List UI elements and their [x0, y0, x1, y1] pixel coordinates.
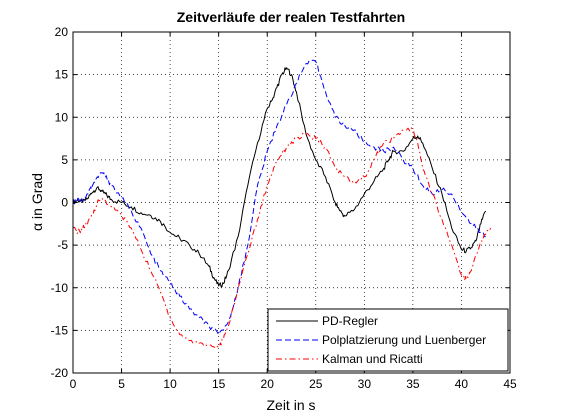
x-tick-label: 5	[118, 377, 125, 391]
legend-entry: PD-Regler	[322, 314, 378, 328]
x-tick-label: 30	[358, 377, 372, 391]
series-line-1	[72, 67, 487, 288]
y-tick-label: 20	[55, 25, 69, 39]
x-tick-label: 25	[309, 377, 323, 391]
x-tick-label: 10	[163, 377, 177, 391]
legend-entry: Polplatzierung und Luenberger	[322, 333, 486, 347]
y-tick-label: 0	[61, 196, 68, 210]
y-tick-label: 10	[55, 110, 69, 124]
y-tick-label: -5	[57, 238, 68, 252]
x-axis-label: Zeit in s	[266, 397, 315, 413]
legend-entry: Kalman und Ricatti	[322, 352, 423, 366]
series-line-3	[72, 127, 492, 349]
legend: PD-Regler Polplatzierung und Luenberger Ka…	[267, 308, 509, 372]
y-tick-label: -20	[51, 366, 69, 380]
x-tick-label: 35	[406, 377, 420, 391]
x-tick-label: 15	[212, 377, 226, 391]
y-tick-labels: -20 -15 -10 -5 0 5 10 15 20	[51, 25, 69, 380]
series-layer	[72, 59, 492, 349]
y-tick-label: 15	[55, 68, 69, 82]
x-tick-label: 20	[261, 377, 275, 391]
x-tick-labels: 0 5 10 15 20 25 30 35 40 45	[70, 377, 517, 391]
chart-title: Zeitverläufe der realen Testfahrten	[177, 9, 405, 25]
x-tick-label: 45	[503, 377, 517, 391]
y-tick-label: 5	[61, 153, 68, 167]
series-line-2	[72, 59, 486, 336]
x-tick-label: 40	[455, 377, 469, 391]
y-tick-label: -15	[51, 323, 69, 337]
y-tick-label: -10	[51, 281, 69, 295]
x-tick-label: 0	[70, 377, 77, 391]
axis-ticks	[72, 31, 511, 374]
y-axis-label: α in Grad	[29, 173, 45, 231]
